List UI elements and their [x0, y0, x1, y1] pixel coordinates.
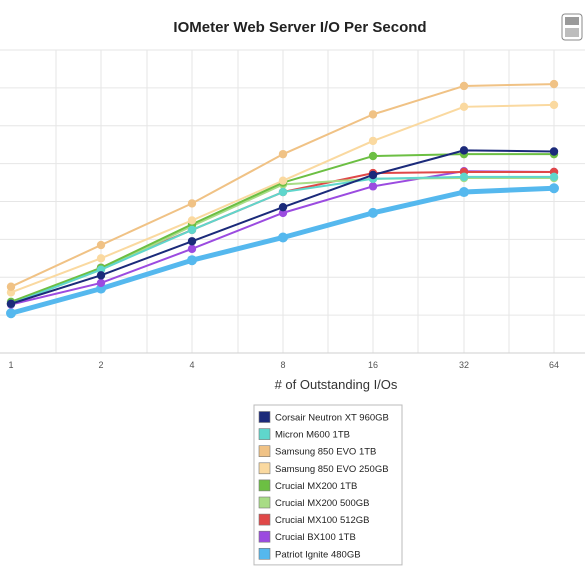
- data-point: [549, 79, 559, 89]
- x-tick-label: 4: [189, 360, 194, 370]
- site-logo: [561, 13, 583, 41]
- legend-swatch: [258, 428, 271, 440]
- data-point: [187, 216, 197, 225]
- x-axis-label: # of Outstanding I/Os: [275, 377, 398, 392]
- x-tick-label: 32: [459, 360, 469, 370]
- x-tick-label: 2: [98, 360, 103, 370]
- data-point: [96, 240, 106, 250]
- data-point: [278, 176, 288, 185]
- data-point: [6, 282, 16, 291]
- data-point: [6, 308, 16, 319]
- x-tick-label: 1: [8, 360, 13, 370]
- legend-box: [253, 404, 403, 566]
- data-point: [368, 136, 378, 146]
- data-point: [549, 100, 559, 110]
- chart-title: IOMeter Web Server I/O Per Second: [173, 19, 426, 36]
- legend-label: Micron M600 1TB: [275, 430, 350, 441]
- series-8: [6, 183, 559, 319]
- x-tick-label: 16: [368, 360, 378, 370]
- legend-swatch: [258, 547, 271, 560]
- data-point: [549, 172, 559, 182]
- data-point: [187, 255, 197, 266]
- data-point: [187, 225, 197, 235]
- legend-item: Crucial BX100 1TB: [258, 530, 356, 543]
- series-2: [6, 79, 559, 291]
- data-point: [278, 149, 288, 159]
- data-point: [187, 244, 197, 254]
- data-point: [459, 146, 469, 155]
- data-point: [459, 187, 469, 198]
- data-point: [459, 172, 469, 182]
- data-point: [96, 278, 106, 288]
- x-tick-label: 64: [549, 360, 559, 370]
- legend-label: Crucial MX200 1TB: [275, 481, 357, 492]
- series-0: [6, 146, 559, 308]
- data-point: [278, 187, 288, 197]
- legend-swatch: [258, 479, 271, 492]
- legend-swatch: [258, 530, 271, 543]
- series-layer: [6, 79, 559, 319]
- legend-item: Patriot Ignite 480GB: [258, 547, 361, 560]
- grid: [0, 49, 585, 354]
- legend-label: Crucial MX200 500GB: [275, 498, 370, 509]
- data-point: [278, 232, 288, 243]
- legend-label: Samsung 850 EVO 250GB: [275, 464, 389, 475]
- legend-item: Micron M600 1TB: [258, 428, 350, 441]
- legend-item: Samsung 850 EVO 250GB: [258, 462, 389, 475]
- legend-swatch: [258, 496, 271, 509]
- legend-swatch: [258, 513, 271, 526]
- legend-label: Samsung 850 EVO 1TB: [275, 447, 376, 458]
- series-3: [6, 100, 559, 297]
- legend-item: Corsair Neutron XT 960GB: [258, 411, 389, 424]
- legend-swatch: [258, 411, 271, 423]
- data-point: [6, 299, 16, 308]
- data-point: [187, 237, 197, 246]
- data-point: [549, 147, 559, 156]
- data-point: [368, 170, 378, 180]
- data-point: [549, 183, 559, 194]
- data-point: [368, 110, 378, 119]
- legend-label: Corsair Neutron XT 960GB: [275, 413, 389, 424]
- data-point: [368, 207, 378, 218]
- x-tick-labels: 1 2 4 8 16 32 64: [8, 360, 559, 370]
- data-point: [459, 102, 469, 112]
- x-tick-label: 8: [280, 360, 285, 370]
- legend-item: Crucial MX200 1TB: [258, 479, 357, 492]
- data-point: [187, 199, 197, 208]
- legend-label: Crucial MX100 512GB: [275, 515, 370, 526]
- legend-item: Samsung 850 EVO 1TB: [258, 445, 376, 458]
- data-point: [96, 271, 106, 280]
- data-point: [96, 254, 106, 263]
- legend-label: Patriot Ignite 480GB: [275, 549, 361, 560]
- legend-swatch: [258, 462, 271, 475]
- legend: Corsair Neutron XT 960GB Micron M600 1TB S…: [253, 404, 403, 566]
- legend-item: Crucial MX100 512GB: [258, 513, 370, 526]
- legend-label: Crucial BX100 1TB: [275, 532, 356, 543]
- legend-swatch: [258, 445, 271, 458]
- data-point: [368, 182, 378, 191]
- data-point: [459, 81, 469, 91]
- legend-item: Crucial MX200 500GB: [258, 496, 370, 509]
- data-point: [368, 151, 378, 161]
- data-point: [278, 202, 288, 212]
